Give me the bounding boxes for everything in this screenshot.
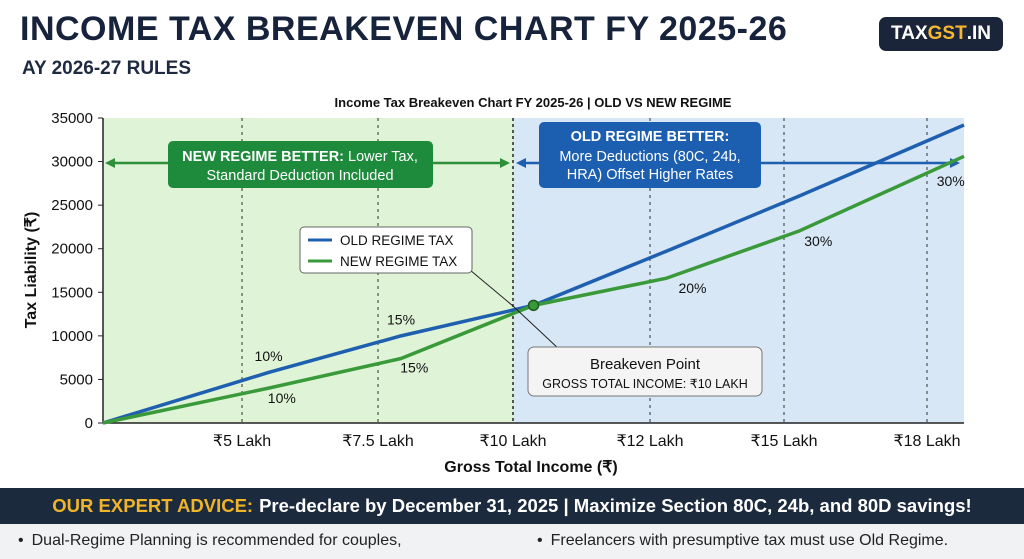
breakeven-chart: Income Tax Breakeven Chart FY 2025-26 | … [23,95,965,476]
old-regime-callout-title: OLD REGIME BETTER: [571,129,730,145]
old-regime-callout-line2: More Deductions (80C, 24b, [559,149,740,165]
x-tick-label: ₹15 Lakh [750,433,817,450]
advice-label: OUR EXPERT ADVICE: [52,495,254,516]
rate-label: 10% [255,348,283,364]
legend-box [299,226,473,274]
brand-logo[interactable]: TAX GST .IN [879,17,1003,51]
old-regime-callout-box [539,122,761,188]
page-subtitle: AY 2026-27 RULES [22,58,191,79]
legend-old-label: OLD REGIME TAX [340,233,454,248]
tip-text: Dual-Regime Planning is recommended for … [31,532,402,549]
new-regime-callout-line2: Standard Deduction Included [206,168,393,184]
tips-list: • Dual-Regime Planning is recommended for… [0,524,1024,559]
rate-label: 15% [387,312,415,328]
breakeven-callout: Breakeven Point GROSS TOTAL INCOME: ₹10 … [527,346,763,397]
new-regime-callout-box [168,141,433,188]
rate-label: 30% [937,173,965,189]
rate-labels: 10% 15% 10% 15% 20% 30% 30% [255,173,965,406]
page-title: INCOME TAX BREAKEVEN CHART FY 2025-26 [20,10,788,48]
legend-new-label: NEW REGIME TAX [340,254,457,269]
y-tick-label: 10000 [51,328,93,345]
breakeven-title: Breakeven Point [590,356,701,373]
legend: OLD REGIME TAX NEW REGIME TAX [299,226,473,274]
x-tick-label: ₹10 Lakh [479,433,546,450]
breakeven-pointer [512,305,561,351]
x-tick-label: ₹18 Lakh [893,433,960,450]
rate-label: 20% [678,280,706,296]
breakeven-marker-group [527,299,540,312]
chart-title: Income Tax Breakeven Chart FY 2025-26 | … [335,95,732,110]
y-tick-label: 15000 [51,284,93,301]
rate-label: 15% [400,359,428,375]
y-axis-title: Tax Liability (₹) [23,212,40,329]
y-tick-label: 5000 [60,371,93,388]
tip-text: Freelancers with presumptive tax must us… [550,532,949,549]
brand-text-domain: .IN [966,23,991,44]
breakeven-box [527,346,763,397]
y-axis-ticks: 0 5000 10000 15000 20000 25000 30000 35000 [51,110,103,432]
x-axis-title: Gross Total Income (₹) [444,459,617,476]
y-tick-label: 25000 [51,197,93,214]
x-tick-label: ₹7.5 Lakh [342,433,414,450]
old-regime-callout-line3: HRA) Offset Higher Rates [567,167,734,183]
x-tick-label: ₹12 Lakh [616,433,683,450]
expert-advice-banner: OUR EXPERT ADVICE: Pre-declare by Decemb… [0,488,1024,524]
breakeven-marker [527,299,540,312]
brand-text-gst: GST [927,23,967,44]
rate-label: 30% [804,233,832,249]
y-tick-label: 20000 [51,241,93,258]
y-tick-label: 0 [85,415,93,432]
y-tick-label: 35000 [51,110,93,127]
brand-text-tax: TAX [891,23,928,44]
legend-pointer [469,269,514,307]
breakeven-subtitle: GROSS TOTAL INCOME: ₹10 LAKH [542,377,747,391]
y-tick-label: 30000 [51,154,93,171]
list-item: • Freelancers with presumptive tax must u… [537,532,949,549]
advice-text: Pre-declare by December 31, 2025 | Maxim… [259,495,972,516]
rate-label: 10% [268,390,296,406]
x-axis-ticks: ₹5 Lakh ₹7.5 Lakh ₹10 Lakh ₹12 Lakh ₹15 Lakh… [213,433,961,450]
list-item: • Dual-Regime Planning is recommended for… [18,532,402,549]
x-tick-label: ₹5 Lakh [213,433,271,450]
new-regime-callout-line1: NEW REGIME BETTER: Lower Tax, [182,149,418,165]
